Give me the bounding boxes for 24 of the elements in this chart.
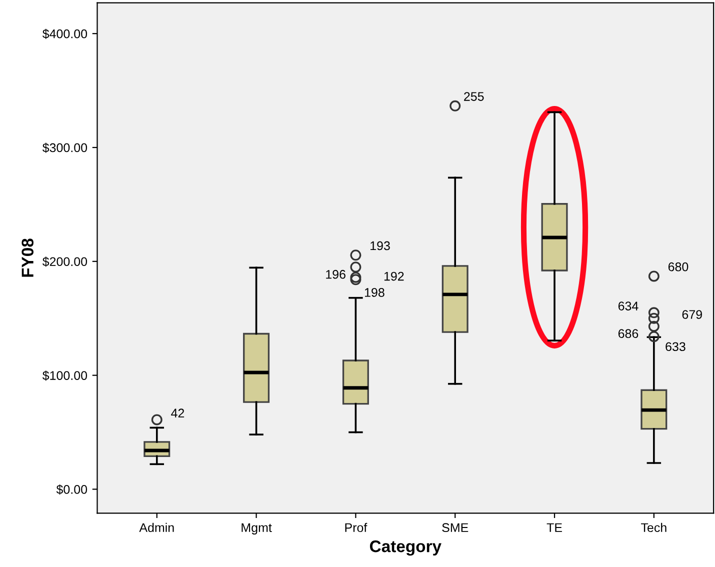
x-tick-label: Mgmt [242,523,272,535]
annotation: 633 [666,342,686,352]
annotation: 634 [618,302,638,310]
annotation: 255 [464,92,484,101]
y-tick-label: $100.00 [42,370,88,381]
annotation: 198 [364,288,384,297]
y-tick-label: $0.00 [56,484,88,495]
annotation: 193 [370,241,390,250]
y-tick-label: $300.00 [42,142,88,153]
y-axis-title: FY08 [22,238,34,277]
annotation: 42 [171,408,184,418]
x-tick-label: TE [546,523,562,532]
annotation: 680 [668,262,688,272]
annotation: 192 [384,272,404,281]
annotation: 679 [682,310,702,319]
y-tick-label: $400.00 [42,28,88,39]
annotation: 686 [618,329,638,338]
annotation: 196 [326,270,346,279]
x-tick-label: Admin [139,522,174,532]
x-axis-title: Category [370,540,442,556]
x-tick-label: Prof [345,522,368,532]
x-tick-label: SME [442,523,468,532]
x-tick-label: Tech [641,522,666,532]
y-tick-label: $200.00 [42,256,88,267]
